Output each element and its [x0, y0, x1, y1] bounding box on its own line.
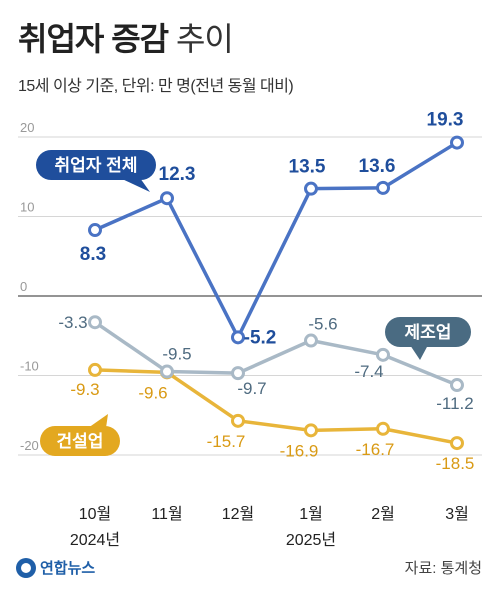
data-point	[376, 347, 390, 362]
data-label: -16.7	[356, 440, 395, 459]
y-tick-label: -10	[20, 359, 39, 374]
x-tick-label: 1월	[299, 505, 323, 523]
data-point	[450, 135, 464, 150]
data-point	[450, 378, 464, 393]
y-tick-label: 0	[20, 279, 27, 294]
title-bold: 취업자 증감	[18, 21, 169, 57]
publisher-logo: 연합뉴스	[16, 557, 95, 578]
data-label: -7.4	[354, 362, 383, 381]
data-label: 12.3	[159, 164, 196, 185]
y-tick-label: 10	[20, 200, 34, 215]
data-point	[304, 423, 318, 438]
data-label: -16.9	[280, 441, 319, 460]
series-callout	[385, 317, 471, 347]
x-tick-label: 2월	[371, 505, 395, 523]
series-callout-label: 제조업	[405, 323, 452, 342]
data-label: 19.3	[427, 110, 464, 131]
data-label: 13.5	[289, 157, 326, 178]
data-label: -11.2	[436, 394, 474, 413]
x-tick-label: 11월	[151, 505, 182, 523]
data-label: -9.7	[237, 379, 266, 398]
series-line	[94, 320, 458, 387]
callout-tail	[410, 345, 428, 360]
series-line	[94, 368, 458, 445]
data-label: -15.7	[207, 432, 246, 451]
data-point	[376, 421, 390, 436]
data-label: -18.5	[436, 454, 475, 473]
series-callout-label: 취업자 전체	[55, 155, 138, 175]
data-point	[88, 315, 102, 330]
callout-tail	[88, 414, 108, 428]
series-callout	[36, 150, 156, 180]
logo-icon	[16, 557, 36, 578]
title-light: 추이	[175, 21, 234, 57]
data-point	[88, 223, 102, 238]
data-point	[88, 362, 102, 377]
series-callout-label: 건설업	[57, 432, 104, 451]
data-point	[231, 366, 245, 381]
year-label: 2024년	[70, 531, 120, 549]
y-tick-label: -20	[20, 438, 39, 453]
chart-title: 취업자 증감 추이	[18, 14, 234, 60]
data-label: 13.6	[359, 156, 396, 177]
x-tick-label: 3월	[445, 505, 469, 523]
data-point	[160, 364, 174, 379]
source-note: 자료: 통계청	[404, 560, 482, 577]
data-label: -9.5	[162, 345, 191, 364]
data-point	[376, 180, 390, 195]
callout-tail	[120, 178, 150, 192]
data-point	[231, 330, 245, 345]
data-label: -9.3	[70, 380, 99, 399]
data-point	[231, 413, 245, 428]
series-line	[94, 141, 458, 340]
data-point	[450, 436, 464, 451]
y-tick-label: 20	[20, 120, 34, 135]
data-label: -3.3	[58, 313, 87, 332]
data-label: -5.6	[308, 315, 337, 334]
series-callout	[40, 426, 120, 456]
x-tick-label: 12월	[222, 505, 255, 523]
data-point	[160, 191, 174, 206]
chart-subtitle: 15세 이상 기준, 단위: 만 명(전년 동월 대비)	[18, 78, 294, 95]
data-label: -5.2	[244, 327, 277, 348]
data-point	[304, 181, 318, 196]
logo-text: 연합뉴스	[40, 560, 96, 577]
data-label: 8.3	[80, 244, 106, 265]
year-label: 2025년	[286, 531, 336, 549]
data-label: -9.6	[138, 383, 167, 402]
data-point	[304, 333, 318, 348]
x-tick-label: 10월	[79, 505, 112, 523]
